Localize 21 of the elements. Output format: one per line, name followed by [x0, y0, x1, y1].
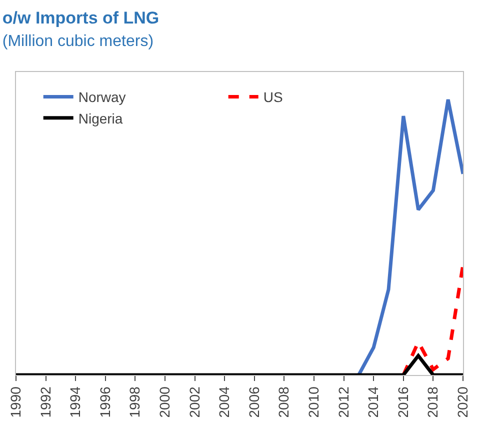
- x-tick-label: 2006: [246, 386, 262, 418]
- x-tick-label: 2000: [156, 386, 173, 418]
- x-tick-label: 2020: [454, 386, 471, 418]
- x-tick-label: 2008: [276, 386, 292, 418]
- x-tick-label: 2018: [424, 386, 441, 418]
- x-tick-label: 2014: [365, 386, 382, 418]
- legend-label: US: [263, 89, 283, 106]
- x-tick-label: 1992: [37, 386, 54, 418]
- x-tick-label: 2016: [394, 386, 411, 418]
- legend-label: Nigeria: [78, 110, 123, 126]
- x-tick-label: 2004: [216, 386, 232, 418]
- x-tick-label: 1996: [96, 386, 113, 418]
- x-tick-label: 1990: [8, 386, 24, 418]
- chart-subtitle: (Million cubic meters): [2, 32, 154, 50]
- x-tick-label: 1994: [67, 386, 84, 418]
- x-tick-label: 2012: [335, 386, 352, 418]
- x-tick-label: 1998: [126, 386, 143, 418]
- legend-label: Norway: [78, 89, 126, 106]
- chart-title: o/w Imports of LNG: [2, 8, 160, 28]
- x-tick-label: 2010: [306, 386, 322, 418]
- x-tick-label: 2002: [186, 386, 202, 418]
